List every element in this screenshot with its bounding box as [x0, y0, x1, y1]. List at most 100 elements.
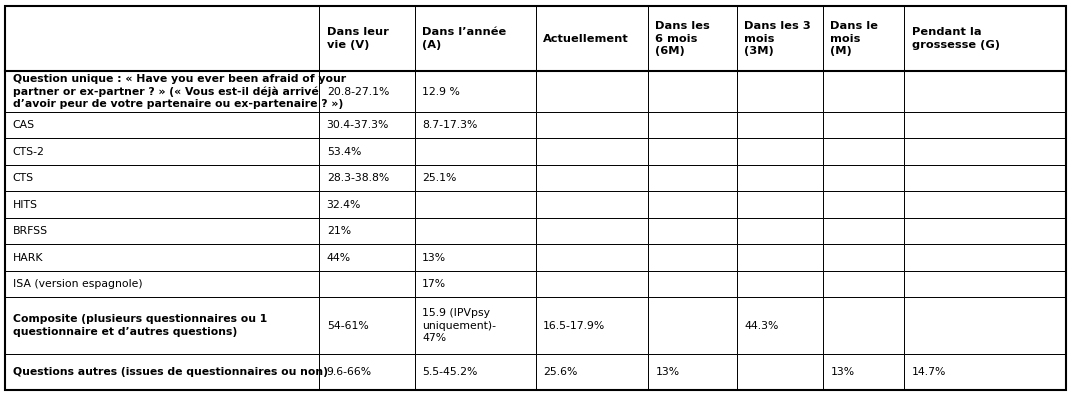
Bar — [648, 138, 737, 165]
Bar — [905, 112, 1066, 138]
Bar — [648, 271, 737, 297]
Bar — [823, 165, 905, 191]
Bar — [536, 271, 648, 297]
Bar — [319, 297, 414, 354]
Text: Question unique : « Have you ever been afraid of your
partner or ex-partner ? » : Question unique : « Have you ever been a… — [13, 74, 346, 109]
Bar — [648, 297, 737, 354]
Bar — [905, 71, 1066, 112]
Bar — [648, 354, 737, 390]
Bar — [5, 271, 319, 297]
Text: 53.4%: 53.4% — [327, 147, 361, 157]
Bar — [319, 138, 414, 165]
Bar — [414, 218, 536, 244]
Bar — [737, 218, 823, 244]
Text: Questions autres (issues de questionnaires ou non): Questions autres (issues de questionnair… — [13, 367, 328, 377]
Bar — [536, 297, 648, 354]
Text: HARK: HARK — [13, 253, 43, 263]
Bar — [823, 6, 905, 71]
Text: 44%: 44% — [327, 253, 351, 263]
Bar — [319, 271, 414, 297]
Bar — [414, 6, 536, 71]
Bar — [823, 191, 905, 218]
Text: 15.9 (IPVpsy
uniquement)-
47%: 15.9 (IPVpsy uniquement)- 47% — [422, 308, 496, 343]
Bar — [5, 354, 319, 390]
Bar — [905, 271, 1066, 297]
Text: ISA (version espagnole): ISA (version espagnole) — [13, 279, 142, 289]
Text: 54-61%: 54-61% — [327, 321, 368, 331]
Bar — [648, 191, 737, 218]
Bar — [5, 244, 319, 271]
Bar — [319, 112, 414, 138]
Bar — [414, 112, 536, 138]
Bar — [319, 191, 414, 218]
Text: Actuellement: Actuellement — [543, 34, 629, 44]
Bar — [737, 244, 823, 271]
Text: CTS-2: CTS-2 — [13, 147, 45, 157]
Bar — [648, 71, 737, 112]
Bar — [905, 354, 1066, 390]
Bar — [905, 6, 1066, 71]
Bar — [319, 354, 414, 390]
Text: 12.9 %: 12.9 % — [422, 87, 461, 97]
Bar — [414, 71, 536, 112]
Text: Dans le
mois
(M): Dans le mois (M) — [830, 21, 878, 56]
Bar — [823, 71, 905, 112]
Bar — [905, 191, 1066, 218]
Text: 8.7-17.3%: 8.7-17.3% — [422, 120, 478, 130]
Bar — [414, 271, 536, 297]
Bar — [823, 218, 905, 244]
Text: 28.3-38.8%: 28.3-38.8% — [327, 173, 389, 183]
Bar — [319, 71, 414, 112]
Bar — [414, 297, 536, 354]
Bar — [737, 191, 823, 218]
Bar — [737, 71, 823, 112]
Bar — [737, 6, 823, 71]
Text: 16.5-17.9%: 16.5-17.9% — [543, 321, 605, 331]
Bar — [319, 165, 414, 191]
Bar — [536, 191, 648, 218]
Text: 13%: 13% — [655, 367, 679, 377]
Bar — [648, 112, 737, 138]
Bar — [319, 244, 414, 271]
Bar — [5, 191, 319, 218]
Bar — [823, 297, 905, 354]
Text: 13%: 13% — [830, 367, 855, 377]
Bar — [414, 191, 536, 218]
Text: Composite (plusieurs questionnaires ou 1
questionnaire et d’autres questions): Composite (plusieurs questionnaires ou 1… — [13, 314, 267, 337]
Bar — [737, 138, 823, 165]
Bar — [536, 71, 648, 112]
Bar — [823, 354, 905, 390]
Text: Pendant la
grossesse (G): Pendant la grossesse (G) — [912, 27, 1000, 50]
Bar — [648, 218, 737, 244]
Bar — [536, 165, 648, 191]
Bar — [414, 165, 536, 191]
Bar — [414, 244, 536, 271]
Text: Dans leur
vie (V): Dans leur vie (V) — [327, 27, 389, 50]
Bar — [823, 112, 905, 138]
Bar — [5, 165, 319, 191]
Bar — [319, 6, 414, 71]
Text: CAS: CAS — [13, 120, 35, 130]
Text: 5.5-45.2%: 5.5-45.2% — [422, 367, 478, 377]
Bar — [414, 354, 536, 390]
Text: 30.4-37.3%: 30.4-37.3% — [327, 120, 389, 130]
Bar — [648, 165, 737, 191]
Text: 44.3%: 44.3% — [744, 321, 779, 331]
Bar — [905, 165, 1066, 191]
Text: 25.6%: 25.6% — [543, 367, 577, 377]
Bar — [737, 271, 823, 297]
Bar — [5, 138, 319, 165]
Bar — [737, 112, 823, 138]
Text: 32.4%: 32.4% — [327, 200, 361, 209]
Text: Dans les 3
mois
(3M): Dans les 3 mois (3M) — [744, 21, 811, 56]
Bar — [905, 244, 1066, 271]
Bar — [737, 297, 823, 354]
Text: HITS: HITS — [13, 200, 37, 209]
Text: 17%: 17% — [422, 279, 447, 289]
Bar — [648, 244, 737, 271]
Bar — [5, 71, 319, 112]
Bar — [823, 244, 905, 271]
Bar — [319, 218, 414, 244]
Text: BRFSS: BRFSS — [13, 226, 48, 236]
Bar — [737, 354, 823, 390]
